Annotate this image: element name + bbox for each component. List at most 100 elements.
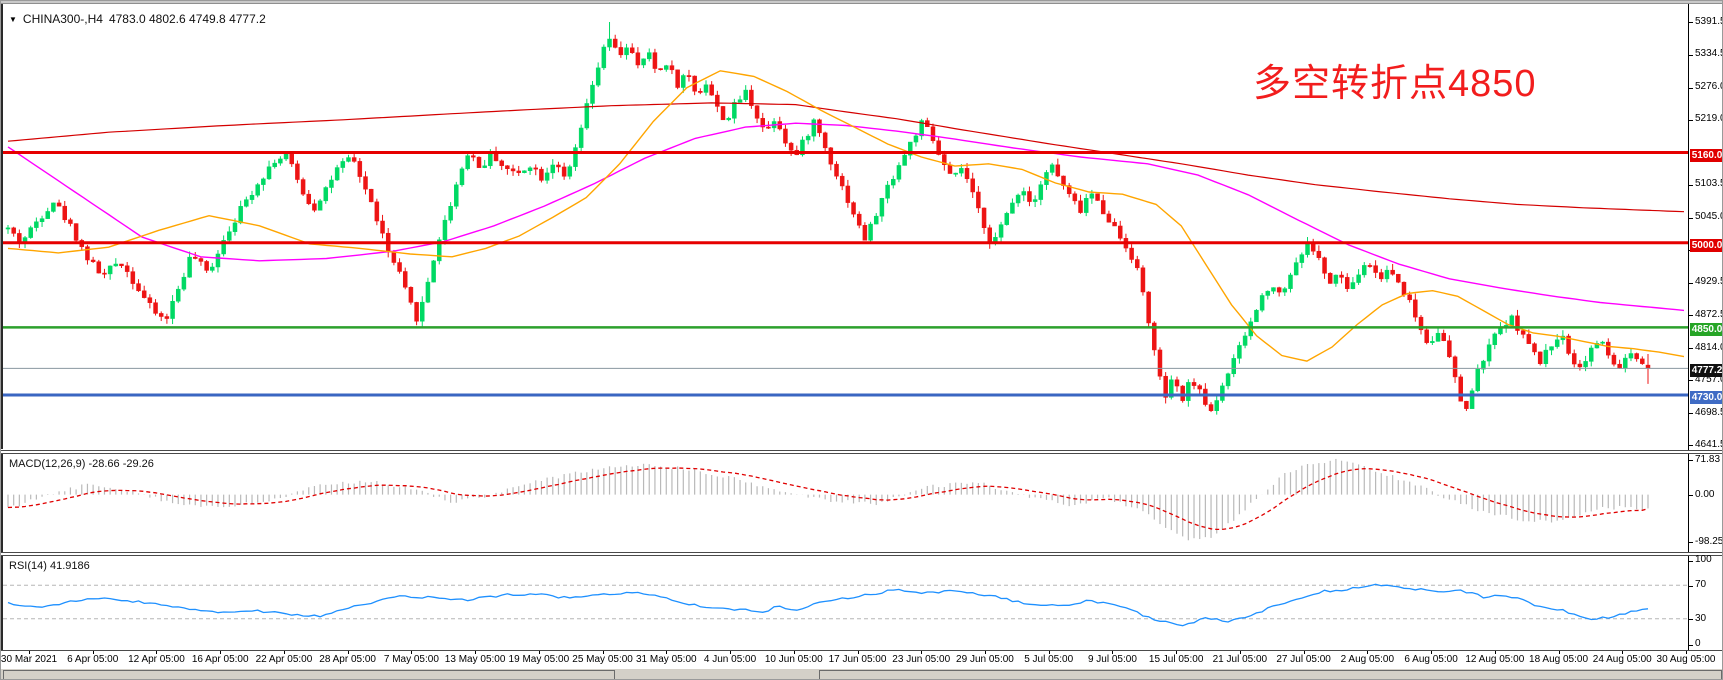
axis-tick-label: 4757.0 [1695,373,1723,385]
time-axis-tick [92,651,94,654]
time-axis-label: 4 Jun 05:00 [703,654,757,665]
axis-tick-label: 4698.5 [1695,406,1723,418]
time-axis-label: 6 Apr 05:00 [67,654,119,665]
time-axis-tick [857,651,859,654]
macd-indicator-panel[interactable]: 71.83 0.00 -98.25 MACD(12,26,9) -28.66 -29… [1,453,1723,553]
candlestick-chart-canvas[interactable] [1,4,1688,449]
price-level-badge: 4777.2 [1690,364,1723,378]
time-axis-tick [538,651,540,654]
time-axis-label: 19 May 05:00 [508,654,570,665]
time-axis-label: 15 Jul 05:00 [1148,654,1204,665]
axis-tick-label: 71.83 [1695,454,1721,465]
time-axis-tick [1303,651,1305,654]
time-axis-label: 16 Apr 05:00 [191,654,249,665]
time-axis-label: 7 May 05:00 [383,654,439,665]
axis-tick-label: 30 [1695,612,1707,624]
price-chart-panel[interactable]: 5391.55334.55276.05219.05103.55045.04988… [1,4,1723,451]
macd-label: MACD(12,26,9) -28.66 -29.26 [9,458,154,470]
axis-tick [1689,54,1693,56]
axis-tick [1689,87,1693,89]
time-axis-tick [666,651,668,654]
axis-tick-label: 4814.0 [1695,341,1723,353]
axis-tick-label: 70 [1695,579,1707,591]
time-axis-tick [1048,651,1050,654]
bottom-tab-strip [1,668,1722,679]
time-axis-tick [1239,651,1241,654]
macd-chart-canvas[interactable] [1,454,1688,552]
time-axis-label: 30 Mar 2021 [0,654,58,665]
time-axis-tick [730,651,732,654]
axis-tick [1689,315,1693,317]
time-axis-label: 28 Apr 05:00 [319,654,376,665]
time-axis-label: 24 Aug 05:00 [1592,654,1652,665]
rsi-axis: 100 70 30 0 [1688,554,1722,650]
time-axis-label: 22 Apr 05:00 [255,654,313,665]
time-axis-tick [220,651,222,654]
axis-tick [1689,217,1693,219]
time-axis-tick [475,651,477,654]
axis-tick-label: 4929.5 [1695,276,1723,288]
axis-tick-label: 100 [1695,554,1712,565]
time-axis-label: 30 Aug 05:00 [1656,654,1716,665]
window-top-edge [1,1,1722,4]
axis-tick [1689,495,1693,497]
time-axis-tick [283,651,285,654]
axis-tick [1689,445,1693,447]
axis-tick-label: 5391.5 [1695,15,1723,27]
axis-tick [1689,585,1693,587]
time-axis-tick [411,651,413,654]
axis-tick-label: 0.00 [1695,488,1715,500]
chart-tab[interactable] [3,670,615,679]
time-axis-tick [1686,651,1687,654]
axis-tick [1689,119,1693,121]
axis-tick-label: 5219.0 [1695,113,1723,125]
time-axis-tick [29,651,30,654]
time-axis-label: 23 Jun 05:00 [892,654,951,665]
time-axis-label: 6 Aug 05:00 [1404,654,1458,665]
time-axis-label: 25 May 05:00 [572,654,633,665]
price-level-badge: 4850.0 [1690,323,1723,337]
symbol-timeframe-label: CHINA300-,H4 [22,12,103,26]
time-axis-tick [347,651,349,654]
time-axis-tick [921,651,923,654]
price-axis: 5391.55334.55276.05219.05103.55045.04988… [1688,4,1723,450]
time-axis-tick [602,651,604,654]
time-axis-tick [1431,651,1433,654]
time-axis-tick [1367,651,1369,654]
time-axis-tick [156,651,158,654]
axis-tick [1689,460,1693,462]
axis-tick-label: 4641.5 [1695,438,1723,450]
rsi-chart-canvas[interactable] [1,556,1688,650]
time-axis-label: 9 Jul 05:00 [1087,654,1137,665]
axis-tick-label: 0 [1695,638,1701,649]
time-axis-tick [1176,651,1178,654]
time-axis-tick [1558,651,1560,654]
price-level-badge: 4730.0 [1690,390,1723,404]
time-axis-label: 18 Aug 05:00 [1529,654,1589,665]
time-axis-label: 21 Jul 05:00 [1212,654,1268,665]
symbol-dropdown-icon[interactable]: ▼ [9,14,17,24]
time-axis-label: 12 Apr 05:00 [128,654,185,665]
rsi-label: RSI(14) 41.9186 [9,560,90,572]
axis-tick [1689,413,1693,415]
axis-tick [1689,22,1693,24]
axis-tick-label: 5045.0 [1695,211,1723,223]
symbol-bar[interactable]: ▼ CHINA300-,H4 4783.0 4802.6 4749.8 4777… [9,12,266,26]
axis-tick [1689,184,1693,186]
chart-tab[interactable] [819,670,1722,679]
time-axis-tick [984,651,986,654]
axis-tick-label: -98.25 [1695,535,1723,547]
time-axis[interactable]: 30 Mar 2021 6 Apr 05:00 12 Apr 05:00 16 Apr… [0,651,1722,668]
rsi-indicator-panel[interactable]: 100 70 30 0 RSI(14) 41.9186 [1,554,1722,651]
time-axis-label: 29 Jun 05:00 [956,654,1014,665]
axis-tick [1689,560,1693,562]
macd-axis: 71.83 0.00 -98.25 [1688,454,1723,552]
axis-tick [1689,644,1693,646]
axis-tick [1689,542,1693,544]
axis-tick-label: 4872.5 [1695,308,1723,320]
time-axis-label: 31 May 05:00 [635,654,697,665]
axis-tick [1689,348,1693,350]
time-axis-label: 2 Aug 05:00 [1340,654,1395,665]
time-axis-label: 10 Jun 05:00 [764,654,823,665]
